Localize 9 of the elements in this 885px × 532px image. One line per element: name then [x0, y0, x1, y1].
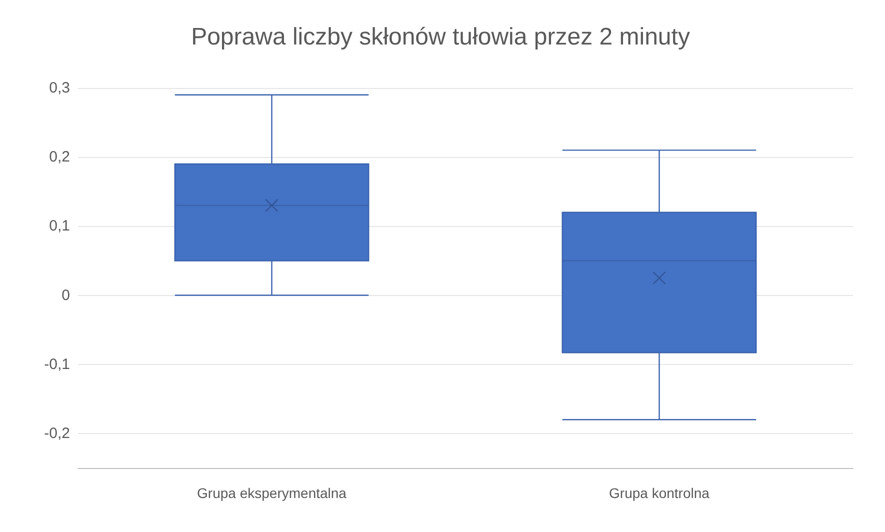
y-tick-label: 0,1	[49, 218, 70, 235]
y-tick-label: -0,1	[44, 356, 70, 373]
x-tick-label: Grupa kontrolna	[609, 485, 710, 501]
chart-title: Poprawa liczby skłonów tułowia przez 2 minuty	[191, 24, 690, 50]
y-tick-label: -0,2	[44, 424, 70, 442]
y-tick-label: 0	[62, 286, 70, 304]
y-tick-label: 0,2	[49, 148, 70, 166]
x-tick-label: Grupa eksperymentalna	[197, 485, 347, 501]
y-tick-label: 0,3	[49, 80, 70, 96]
